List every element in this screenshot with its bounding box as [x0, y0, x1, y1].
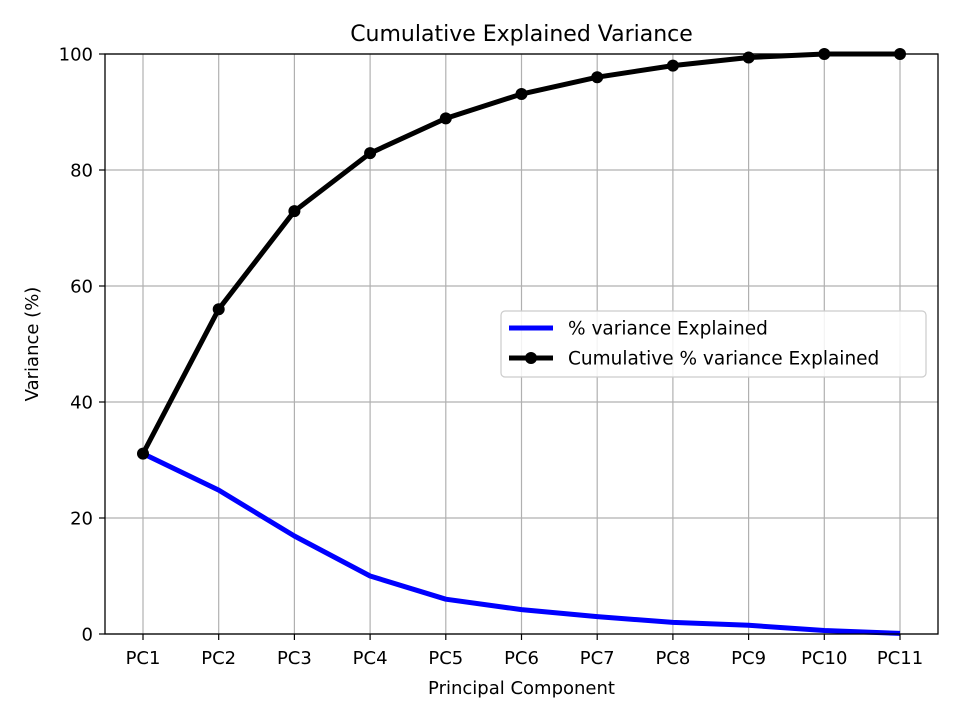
- x-tick-label: PC5: [428, 648, 463, 669]
- y-tick-label: 100: [59, 45, 93, 66]
- x-tick-label: PC4: [353, 648, 388, 669]
- x-axis-label: Principal Component: [428, 678, 615, 699]
- legend-item: Cumulative % variance Explained: [509, 349, 879, 370]
- data-point: [666, 59, 679, 72]
- series-1: [141, 451, 901, 636]
- data-point: [742, 51, 755, 64]
- chart-title: Cumulative Explained Variance: [350, 22, 693, 47]
- x-tick-label: PC6: [504, 648, 539, 669]
- x-tick-label: PC7: [580, 648, 615, 669]
- y-tick-label: 0: [82, 625, 93, 646]
- y-axis-label: Variance (%): [22, 287, 43, 402]
- legend: % variance Explained Cumulative % varianc…: [500, 310, 927, 378]
- x-tick-label: PC9: [731, 648, 766, 669]
- x-tick-label: PC2: [201, 648, 236, 669]
- data-point: [137, 447, 149, 460]
- data-point: [364, 147, 377, 160]
- y-tick-label: 80: [70, 161, 93, 182]
- data-point: [515, 88, 528, 101]
- legend-label: % variance Explained: [568, 319, 768, 340]
- series-line: [141, 451, 901, 636]
- y-tick-label: 40: [70, 393, 93, 414]
- x-tick-label: PC1: [126, 648, 161, 669]
- x-tick-label: PC8: [655, 648, 690, 669]
- data-point: [591, 71, 604, 84]
- data-point: [439, 112, 452, 125]
- x-tick-label: PC10: [801, 648, 847, 669]
- series-layer: [137, 48, 906, 636]
- data-point: [288, 205, 301, 218]
- legend-frame: [500, 310, 927, 378]
- x-axis-ticks: PC1 PC2 PC3 PC4 PC5 PC6 PC7 PC8 PC9 PC10 PC11: [126, 634, 923, 669]
- series-2: [137, 48, 906, 460]
- y-axis-ticks: 0 20 40 60 80 100: [59, 45, 105, 646]
- x-tick-label: PC11: [877, 648, 923, 669]
- y-tick-label: 60: [70, 277, 93, 298]
- legend-item: % variance Explained: [509, 319, 768, 340]
- x-tick-label: PC3: [277, 648, 312, 669]
- data-point: [212, 303, 225, 316]
- y-tick-label: 20: [70, 509, 93, 530]
- legend-marker: [525, 352, 537, 364]
- legend-label: Cumulative % variance Explained: [568, 349, 879, 370]
